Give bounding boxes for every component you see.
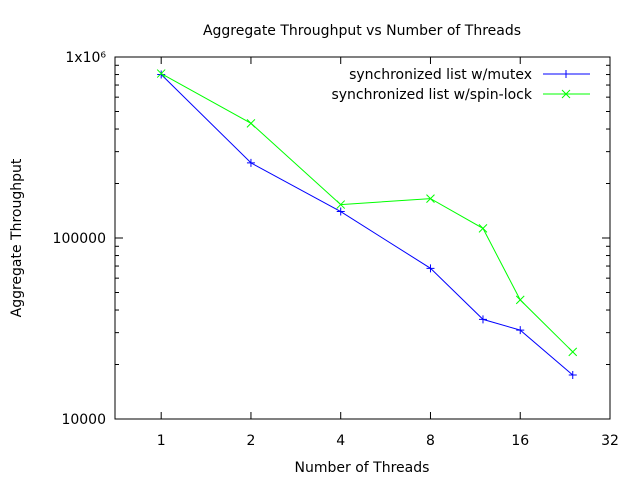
- y-tick-label: 100000: [53, 231, 106, 247]
- series-line: [160, 74, 574, 376]
- y-axis: 10000 100000 1x10⁶: [53, 50, 610, 428]
- data-point: [336, 207, 345, 216]
- data-point: [516, 326, 525, 335]
- x-tick-label: 4: [336, 433, 345, 449]
- x-tick-label: 2: [246, 433, 255, 449]
- data-point: [478, 224, 488, 233]
- series-line: [160, 73, 574, 353]
- x-axis-label: Number of Threads: [295, 460, 430, 476]
- legend-marker: [562, 70, 570, 78]
- data-point: [336, 200, 346, 209]
- data-point: [515, 295, 525, 305]
- chart-title: Aggregate Throughput vs Number of Thread…: [203, 23, 521, 39]
- x-tick-label: 32: [601, 433, 619, 449]
- series-2: [156, 69, 578, 357]
- x-tick-label: 16: [511, 433, 529, 449]
- data-point: [568, 347, 578, 357]
- series-1: [157, 70, 577, 380]
- y-axis-label: Aggregate Throughput: [9, 158, 25, 317]
- series-layer: [156, 69, 578, 380]
- x-tick-label: 8: [426, 433, 435, 449]
- data-point: [246, 118, 256, 128]
- plot-frame: [114, 56, 611, 420]
- legend-label: synchronized list w/spin-lock: [331, 87, 532, 103]
- legend-label: synchronized list w/mutex: [349, 67, 532, 83]
- data-point: [478, 315, 487, 324]
- y-tick-label: 10000: [61, 412, 106, 428]
- data-point: [156, 69, 166, 78]
- data-point: [426, 264, 435, 273]
- legend-marker: [561, 89, 571, 99]
- data-point: [246, 158, 255, 167]
- x-axis: 1 2 4 8 16 32: [157, 57, 619, 449]
- data-point: [426, 194, 435, 203]
- y-tick-label: 1x10⁶: [65, 50, 106, 66]
- x-tick-label: 1: [157, 433, 166, 449]
- legend: synchronized list w/mutex synchronized li…: [331, 67, 590, 103]
- data-point: [568, 371, 577, 380]
